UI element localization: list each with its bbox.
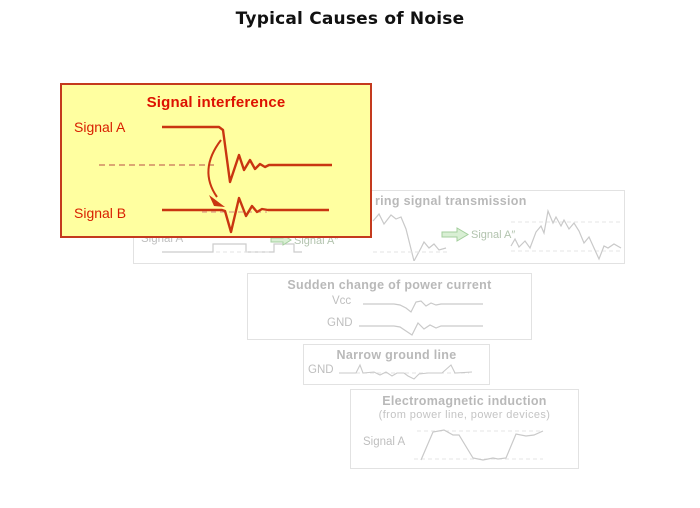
panel-power-current: Sudden change of power current Vcc GND: [247, 273, 532, 340]
page-title: Typical Causes of Noise: [235, 9, 465, 29]
ground-line-waveform-art: [339, 363, 473, 380]
em-induction-title: Electromagnetic induction: [382, 394, 547, 408]
coupling-arrow: [207, 139, 222, 198]
vcc-wave: [363, 300, 483, 313]
signal-a-label: Signal A: [363, 436, 406, 448]
em-induction-waveform-art: [414, 429, 544, 461]
signal-a-label: Signal A: [74, 119, 126, 135]
signal-b-label: Signal B: [74, 205, 127, 221]
signal-b-wave: [162, 196, 329, 234]
power-current-waveform-art: [359, 300, 483, 336]
ground-line-title: Narrow ground line: [336, 348, 457, 362]
square-wave: [162, 243, 302, 253]
transmission-title: ring signal transmission: [375, 194, 527, 208]
gnd-label: GND: [327, 317, 353, 329]
power-current-title: Sudden change of power current: [287, 278, 492, 292]
vcc-label: Vcc: [332, 295, 352, 307]
noisy-signal-wave: [372, 212, 447, 261]
transmission-waveform-art: [162, 208, 622, 261]
panel-em-induction: Electromagnetic induction (from power li…: [350, 389, 579, 469]
interference-waveform-art: [99, 125, 332, 234]
transmission-result-label: Signal A″: [471, 229, 516, 241]
induced-signal-wave: [420, 429, 544, 461]
coupling-arrowhead-icon: [209, 195, 225, 207]
gnd-wave: [359, 321, 483, 336]
interference-title: Signal interference: [146, 94, 286, 111]
transmission-mid-label: Signal A″: [294, 235, 339, 247]
signal-a-wave: [162, 125, 332, 184]
em-induction-subtitle: (from power line, power devices): [378, 409, 551, 421]
gnd-label: GND: [308, 364, 334, 376]
noisy-signal-wave: [510, 208, 622, 261]
panel-ground-line: Narrow ground line GND: [303, 344, 490, 385]
gnd-noise-wave: [339, 363, 473, 380]
right-arrow-icon: [441, 227, 469, 242]
interference-card: Signal interference Signal A Signal B: [60, 83, 372, 238]
